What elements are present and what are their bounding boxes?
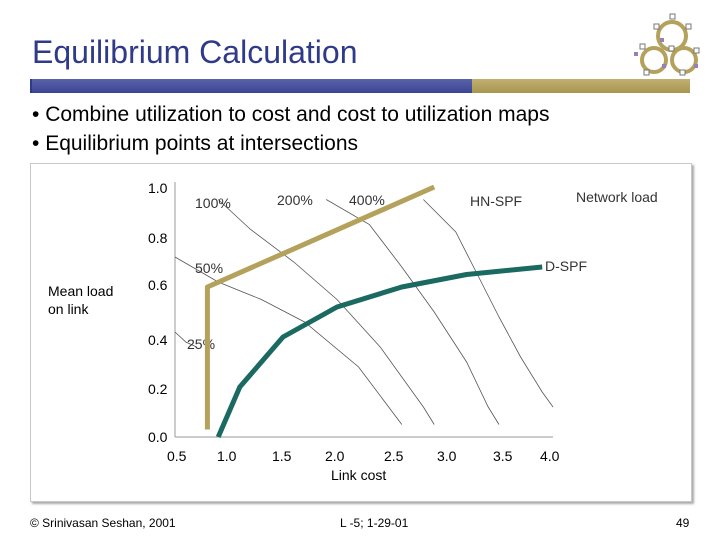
load-curve-label: 200%: [277, 192, 313, 208]
y-tick-label: 1.0: [148, 180, 168, 196]
x-tick-label: 2.0: [325, 448, 345, 464]
hn-spf-label: HN-SPF: [470, 193, 522, 209]
page-number: 49: [676, 516, 690, 530]
footer-lecture: L -5; 1-29-01: [340, 516, 409, 530]
x-tick-label: 3.5: [493, 448, 513, 464]
x-tick-label: 1.0: [217, 448, 237, 464]
bullet-list: • Combine utilization to cost and cost t…: [32, 100, 549, 158]
y-axis-label: Mean load on link: [48, 283, 113, 317]
load-curve-label: 400%: [349, 192, 385, 208]
load-curve: [174, 331, 197, 348]
x-tick-label: 0.5: [167, 448, 187, 464]
x-tick-label: 3.0: [437, 448, 457, 464]
slide-title: Equilibrium Calculation: [32, 34, 358, 70]
bullet-item: • Equilibrium points at intersections: [32, 132, 359, 155]
bullet-item: • Combine utilization to cost and cost t…: [32, 103, 550, 126]
y-axis-label-line: on link: [48, 301, 89, 317]
load-curve: [423, 199, 554, 408]
y-tick-label: 0.0: [148, 429, 168, 445]
network-load-label: Network load: [576, 189, 658, 205]
y-tick-label: 0.2: [148, 381, 168, 397]
title-rule: [30, 79, 690, 93]
x-axis-label: Link cost: [331, 467, 386, 483]
load-curve-label: 25%: [187, 336, 215, 352]
x-tick-label: 4.0: [540, 448, 560, 464]
d-spf-label: D-SPF: [545, 258, 587, 274]
load-curve: [174, 256, 403, 425]
network-logo-icon: [634, 13, 700, 76]
x-tick-label: 1.5: [272, 448, 292, 464]
y-tick-label: 0.4: [148, 332, 168, 348]
load-curve-label: 100%: [195, 195, 231, 211]
y-axis-label-line: Mean load: [48, 283, 113, 299]
series-line: [204, 184, 436, 430]
y-tick-label: 0.6: [148, 277, 168, 293]
y-tick-label: 0.8: [148, 230, 168, 246]
x-tick-label: 2.5: [384, 448, 404, 464]
footer-copyright: © Srinivasan Seshan, 2001: [30, 516, 176, 530]
series-line: [215, 264, 543, 438]
load-curve: [217, 199, 435, 425]
load-curve-label: 50%: [195, 260, 223, 276]
load-curve: [325, 199, 500, 425]
